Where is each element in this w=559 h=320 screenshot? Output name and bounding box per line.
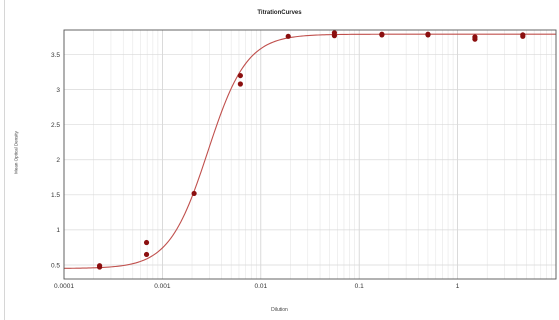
plot-frame [63,29,557,280]
plot-border [63,29,557,280]
x-tick-label: 0.1 [355,283,364,290]
y-tick-label: 2.5 [51,122,60,129]
y-tick-labels: 0.5 1 1.5 2 2.5 3 3.5 [51,52,60,269]
panel-divider [4,0,5,320]
data-point [331,30,338,36]
fit-curve-layer [63,33,556,269]
data-point [237,72,243,79]
x-tick-label: 0.01 [254,283,267,290]
y-tick-label: 1 [56,227,60,234]
data-point [425,31,431,37]
y-tick-label: 3 [56,87,60,94]
data-points [96,30,526,270]
x-tick-label: 1 [456,283,460,290]
x-tick-label: 0.001 [154,283,171,290]
y-tick-label: 1.5 [51,192,60,199]
y-tick-label: 0.5 [51,262,60,269]
data-point [520,32,526,38]
data-point [191,190,197,197]
data-point [379,31,385,37]
data-point [143,251,150,258]
y-tick-label: 3.5 [51,52,60,59]
fit-curve [63,33,556,269]
data-point [143,239,150,246]
x-tick-label: 0.0001 [54,283,74,290]
chart-title: TitrationCurves [257,10,302,16]
data-point [285,33,291,39]
grid [63,30,556,279]
x-axis-label: Dilution [271,307,288,313]
x-tick-labels: 0.0001 0.001 0.01 0.1 1 [54,283,460,290]
data-point [237,81,243,87]
data-point [472,34,478,40]
y-tick-label: 2 [56,157,60,164]
data-point [96,264,103,270]
